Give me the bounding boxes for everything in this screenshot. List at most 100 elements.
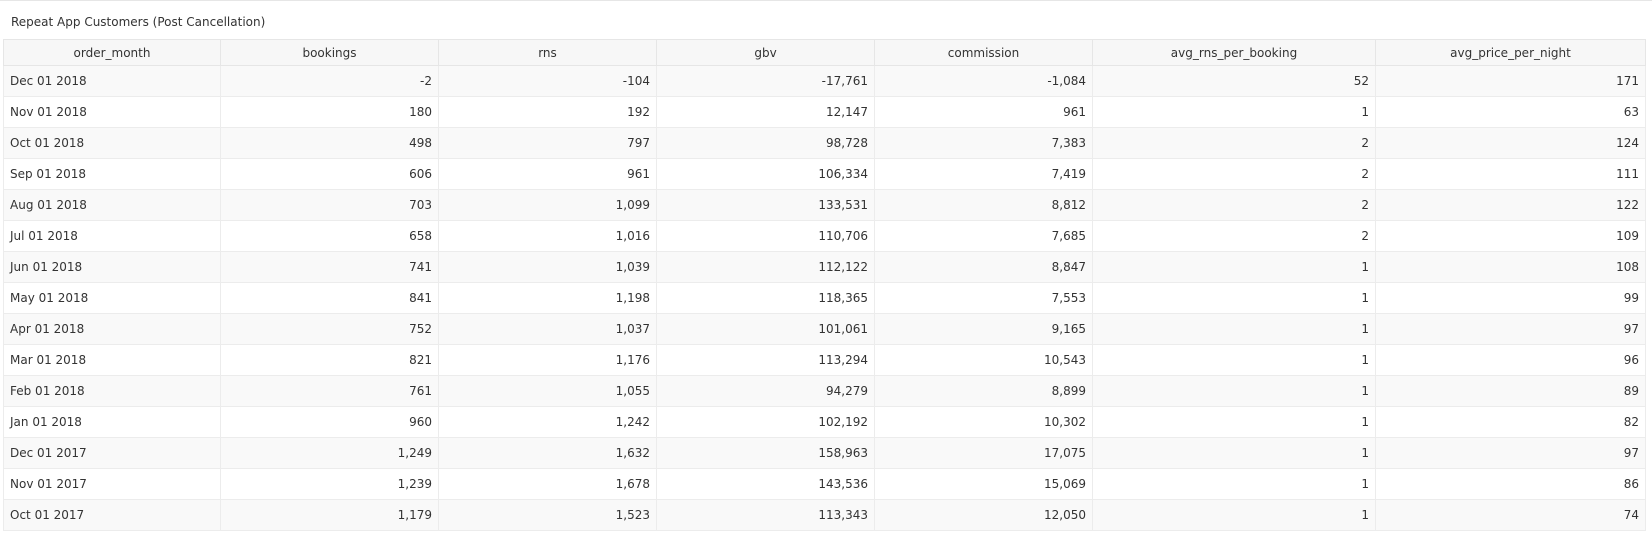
- cell-rns: 797: [438, 127, 657, 159]
- column-header-gbv[interactable]: gbv: [656, 39, 875, 66]
- cell-commission: 9,165: [874, 313, 1093, 345]
- cell-avg-price-per-night: 82: [1375, 406, 1646, 438]
- cell-order-month: Oct 01 2017: [3, 499, 221, 531]
- cell-rns: 1,176: [438, 344, 657, 376]
- table-row: Dec 01 2017 1,249 1,632 158,963 17,075 1 97: [3, 437, 1646, 469]
- cell-bookings: 180: [220, 96, 439, 128]
- cell-order-month: Nov 01 2017: [3, 468, 221, 500]
- cell-commission: 10,302: [874, 406, 1093, 438]
- cell-gbv: 102,192: [656, 406, 875, 438]
- cell-order-month: Nov 01 2018: [3, 96, 221, 128]
- cell-bookings: 703: [220, 189, 439, 221]
- column-header-bookings[interactable]: bookings: [220, 39, 439, 66]
- cell-rns: 1,523: [438, 499, 657, 531]
- cell-avg-rns-per-booking: 1: [1092, 499, 1376, 531]
- cell-order-month: Mar 01 2018: [3, 344, 221, 376]
- cell-avg-price-per-night: 111: [1375, 158, 1646, 190]
- column-header-order-month[interactable]: order_month: [3, 39, 221, 66]
- cell-avg-price-per-night: 108: [1375, 251, 1646, 283]
- cell-avg-price-per-night: 171: [1375, 65, 1646, 97]
- cell-rns: 1,099: [438, 189, 657, 221]
- cell-commission: 7,553: [874, 282, 1093, 314]
- cell-avg-rns-per-booking: 52: [1092, 65, 1376, 97]
- cell-bookings: 821: [220, 344, 439, 376]
- cell-commission: 10,543: [874, 344, 1093, 376]
- cell-gbv: 113,294: [656, 344, 875, 376]
- cell-commission: 7,419: [874, 158, 1093, 190]
- table-row: Nov 01 2017 1,239 1,678 143,536 15,069 1 86: [3, 468, 1646, 500]
- cell-gbv: 98,728: [656, 127, 875, 159]
- table-body: Dec 01 2018 -2 -104 -17,761 -1,084 52 171 Nov 0…: [3, 65, 1646, 531]
- cell-gbv: 110,706: [656, 220, 875, 252]
- cell-bookings: 841: [220, 282, 439, 314]
- table-row: Aug 01 2018 703 1,099 133,531 8,812 2 122: [3, 189, 1646, 221]
- cell-rns: 1,055: [438, 375, 657, 407]
- cell-bookings: -2: [220, 65, 439, 97]
- cell-bookings: 741: [220, 251, 439, 283]
- table-row: Jul 01 2018 658 1,016 110,706 7,685 2 109: [3, 220, 1646, 252]
- cell-commission: 15,069: [874, 468, 1093, 500]
- column-header-avg-price-per-night[interactable]: avg_price_per_night: [1375, 39, 1646, 66]
- cell-gbv: 143,536: [656, 468, 875, 500]
- cell-avg-rns-per-booking: 1: [1092, 375, 1376, 407]
- cell-order-month: May 01 2018: [3, 282, 221, 314]
- cell-gbv: 118,365: [656, 282, 875, 314]
- cell-gbv: 94,279: [656, 375, 875, 407]
- cell-bookings: 1,249: [220, 437, 439, 469]
- cell-order-month: Dec 01 2018: [3, 65, 221, 97]
- data-table: order_month bookings rns gbv commission …: [3, 39, 1646, 531]
- cell-gbv: 106,334: [656, 158, 875, 190]
- cell-gbv: 101,061: [656, 313, 875, 345]
- table-row: Nov 01 2018 180 192 12,147 961 1 63: [3, 96, 1646, 128]
- cell-order-month: Dec 01 2017: [3, 437, 221, 469]
- cell-order-month: Oct 01 2018: [3, 127, 221, 159]
- cell-gbv: 158,963: [656, 437, 875, 469]
- cell-rns: -104: [438, 65, 657, 97]
- cell-bookings: 498: [220, 127, 439, 159]
- cell-avg-rns-per-booking: 1: [1092, 251, 1376, 283]
- cell-commission: 7,383: [874, 127, 1093, 159]
- cell-avg-price-per-night: 99: [1375, 282, 1646, 314]
- cell-avg-rns-per-booking: 1: [1092, 344, 1376, 376]
- cell-commission: 8,899: [874, 375, 1093, 407]
- cell-avg-rns-per-booking: 1: [1092, 313, 1376, 345]
- cell-order-month: Feb 01 2018: [3, 375, 221, 407]
- cell-order-month: Apr 01 2018: [3, 313, 221, 345]
- cell-avg-rns-per-booking: 1: [1092, 406, 1376, 438]
- cell-bookings: 761: [220, 375, 439, 407]
- cell-avg-price-per-night: 86: [1375, 468, 1646, 500]
- cell-bookings: 1,239: [220, 468, 439, 500]
- cell-rns: 1,037: [438, 313, 657, 345]
- cell-avg-rns-per-booking: 2: [1092, 220, 1376, 252]
- cell-rns: 1,632: [438, 437, 657, 469]
- table-row: Mar 01 2018 821 1,176 113,294 10,543 1 96: [3, 344, 1646, 376]
- table-row: Oct 01 2018 498 797 98,728 7,383 2 124: [3, 127, 1646, 159]
- cell-rns: 1,198: [438, 282, 657, 314]
- table-row: Dec 01 2018 -2 -104 -17,761 -1,084 52 171: [3, 65, 1646, 97]
- cell-rns: 192: [438, 96, 657, 128]
- cell-bookings: 1,179: [220, 499, 439, 531]
- cell-avg-price-per-night: 74: [1375, 499, 1646, 531]
- table-row: Jan 01 2018 960 1,242 102,192 10,302 1 82: [3, 406, 1646, 438]
- cell-order-month: Jun 01 2018: [3, 251, 221, 283]
- cell-avg-price-per-night: 109: [1375, 220, 1646, 252]
- table-row: Oct 01 2017 1,179 1,523 113,343 12,050 1 74: [3, 499, 1646, 531]
- cell-rns: 1,242: [438, 406, 657, 438]
- column-header-rns[interactable]: rns: [438, 39, 657, 66]
- cell-order-month: Jan 01 2018: [3, 406, 221, 438]
- cell-avg-price-per-night: 97: [1375, 437, 1646, 469]
- panel-title: Repeat App Customers (Post Cancellation): [11, 15, 266, 29]
- cell-commission: 8,812: [874, 189, 1093, 221]
- cell-rns: 1,039: [438, 251, 657, 283]
- cell-commission: 961: [874, 96, 1093, 128]
- column-header-commission[interactable]: commission: [874, 39, 1093, 66]
- cell-avg-price-per-night: 63: [1375, 96, 1646, 128]
- column-header-avg-rns-per-booking[interactable]: avg_rns_per_booking: [1092, 39, 1376, 66]
- cell-avg-rns-per-booking: 2: [1092, 189, 1376, 221]
- table-row: Apr 01 2018 752 1,037 101,061 9,165 1 97: [3, 313, 1646, 345]
- cell-gbv: -17,761: [656, 65, 875, 97]
- cell-gbv: 12,147: [656, 96, 875, 128]
- table-row: Jun 01 2018 741 1,039 112,122 8,847 1 108: [3, 251, 1646, 283]
- cell-avg-price-per-night: 96: [1375, 344, 1646, 376]
